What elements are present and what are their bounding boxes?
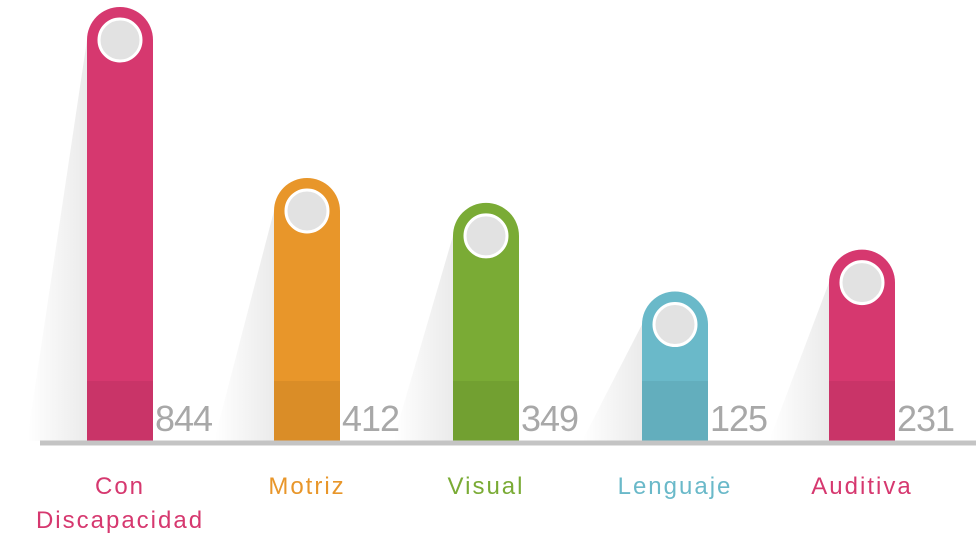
category-label: Lenguaje — [617, 473, 733, 500]
bar-foot — [274, 381, 340, 441]
bar — [87, 7, 153, 441]
bar-foot — [453, 381, 519, 441]
bar-shadow — [769, 282, 829, 441]
bar-dot — [839, 260, 885, 306]
bar — [453, 202, 519, 441]
bar-dot — [463, 213, 509, 259]
bar-shadow — [582, 324, 642, 441]
value-label: 844 — [155, 398, 212, 439]
bar-dot — [284, 188, 330, 234]
category-label: Auditiva — [811, 473, 913, 500]
bar-foot — [829, 381, 895, 441]
value-label: 231 — [897, 398, 954, 439]
bar-shadow — [214, 210, 274, 441]
bar-shadow — [393, 235, 453, 441]
bar — [274, 177, 340, 441]
bar-dot — [97, 17, 143, 63]
category-label: Visual — [447, 473, 525, 500]
bar-shadow — [27, 40, 87, 441]
value-label: 125 — [710, 398, 767, 439]
value-label: 412 — [342, 398, 399, 439]
category-label: Motriz — [268, 473, 346, 500]
value-label: 349 — [521, 398, 578, 439]
bar-foot — [642, 381, 708, 441]
bar-foot — [87, 381, 153, 441]
bar-dot — [652, 302, 698, 348]
category-label: Con Discapacidad — [35, 473, 205, 534]
